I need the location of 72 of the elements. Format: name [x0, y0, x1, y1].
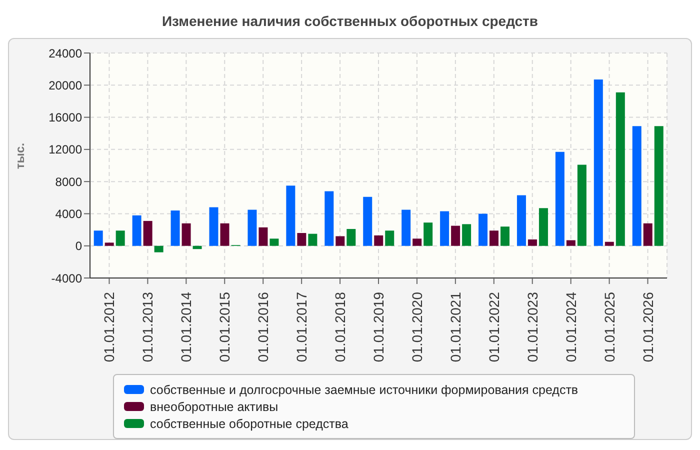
- bar: [220, 223, 230, 246]
- chart-title: Изменение наличия собственных оборотных средств: [160, 12, 540, 31]
- x-tick-label: 01.01.2021: [447, 292, 464, 362]
- bar: [258, 227, 268, 246]
- bar: [643, 223, 652, 246]
- x-tick-label: 01.01.2022: [486, 292, 502, 362]
- bar: [528, 239, 537, 246]
- bar: [412, 238, 422, 246]
- bar: [192, 246, 202, 250]
- y-axis-title: тыс.: [13, 142, 28, 170]
- bar: [132, 215, 142, 246]
- legend-label: собственные и долгосрочные заемные источники формирования средств: [150, 382, 578, 396]
- bar: [500, 226, 510, 246]
- legend-label: собственные оборотные средства: [150, 416, 348, 430]
- x-tick-label: 01.01.2026: [640, 292, 656, 362]
- bar: [594, 80, 603, 246]
- y-tick-label: 24000: [48, 46, 82, 60]
- y-tick-label: -4000: [51, 271, 82, 286]
- bar: [490, 230, 499, 246]
- bar: [402, 210, 411, 246]
- bar: [577, 164, 586, 246]
- x-tick-label: 01.01.2020: [408, 292, 425, 362]
- bar: [209, 207, 218, 246]
- bar: [363, 196, 372, 246]
- bar: [538, 208, 548, 246]
- bar: [182, 223, 191, 246]
- bar: [270, 238, 279, 246]
- bar: [604, 242, 614, 246]
- x-tick-label: 01.01.2016: [255, 292, 272, 362]
- bar: [94, 230, 103, 246]
- bar: [616, 92, 625, 246]
- bar: [308, 234, 318, 246]
- bar: [566, 240, 576, 246]
- bar: [555, 152, 564, 246]
- x-tick-label: 01.01.2015: [216, 292, 233, 362]
- bar: [478, 214, 488, 246]
- bar: [516, 195, 526, 246]
- y-tick-label: 12000: [48, 142, 82, 157]
- bar: [424, 222, 433, 246]
- x-tick-label: 01.01.2019: [370, 292, 386, 362]
- bar: [440, 211, 450, 246]
- x-tick-label: 01.01.2017: [294, 292, 310, 362]
- bar: [346, 228, 356, 246]
- y-tick-label: 8000: [55, 174, 82, 189]
- y-tick-label: 16000: [48, 110, 82, 125]
- y-tick-label: 0: [75, 239, 82, 254]
- x-tick-label: 01.01.2023: [524, 292, 540, 362]
- bar: [336, 236, 345, 246]
- bar: [462, 224, 472, 246]
- bar: [116, 230, 125, 246]
- x-tick-label: 01.01.2013: [140, 292, 156, 362]
- bar: [374, 235, 384, 246]
- bar: [654, 126, 664, 246]
- bar: [248, 210, 257, 246]
- y-tick-label: 4000: [55, 206, 82, 221]
- x-tick-label: 01.01.2018: [332, 292, 348, 362]
- bar: [297, 233, 306, 246]
- x-tick-label: 01.01.2012: [101, 292, 118, 362]
- bar: [143, 220, 152, 246]
- x-tick-label: 01.01.2025: [601, 292, 618, 362]
- bar: [170, 210, 180, 246]
- y-tick-label: 20000: [48, 78, 82, 92]
- x-tick-label: 01.01.2014: [178, 292, 194, 362]
- bar: [154, 246, 164, 252]
- legend-label: внеоборотные активы: [150, 400, 278, 414]
- x-tick-label: 01.01.2024: [562, 292, 579, 362]
- bar: [286, 186, 296, 246]
- bar: [632, 126, 642, 246]
- bar: [451, 226, 460, 246]
- bar: [324, 191, 334, 246]
- bar: [385, 230, 394, 246]
- bar: [104, 242, 114, 246]
